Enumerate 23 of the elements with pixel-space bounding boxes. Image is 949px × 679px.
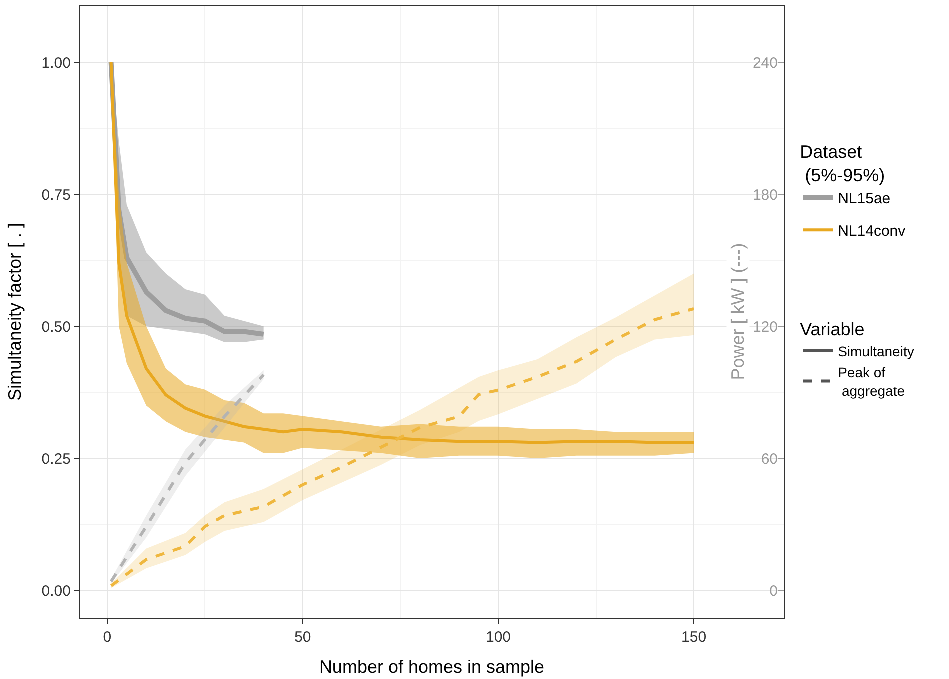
y-tick-label: 0.25 — [42, 450, 71, 468]
y2-tick-label: 0 — [770, 582, 778, 600]
legend-label: NL15ae — [838, 190, 891, 208]
text: Peak of aggregate — [838, 364, 906, 399]
x-tick-label: 0 — [103, 629, 112, 646]
x-tick-label: 100 — [486, 629, 512, 646]
y2-tick-label: 240 — [752, 54, 778, 72]
x-axis-title: Number of homes in sample — [319, 657, 545, 678]
y-tick-label: 0.50 — [42, 318, 71, 336]
x-tick-label: 50 — [294, 629, 312, 646]
legend-label: NL14conv — [838, 222, 906, 240]
text: Simultaneity — [838, 343, 914, 360]
y2-tick-label: 180 — [752, 186, 778, 204]
y-tick-label: 1.00 — [42, 54, 71, 72]
y2-tick-label: 120 — [752, 318, 778, 336]
legend-title: Dataset (5%-95%) — [800, 142, 886, 186]
x-tick-label: 150 — [682, 629, 707, 646]
text: Variable — [800, 319, 865, 340]
y2-tick-label: 60 — [761, 450, 778, 468]
y2-axis-title: Power [ kW ] (---) — [728, 243, 748, 380]
y-tick-label: 0.75 — [42, 186, 71, 204]
y-tick-label: 0.00 — [42, 582, 71, 600]
y-axis-title: Simultaneity factor [ . ] — [4, 222, 25, 402]
